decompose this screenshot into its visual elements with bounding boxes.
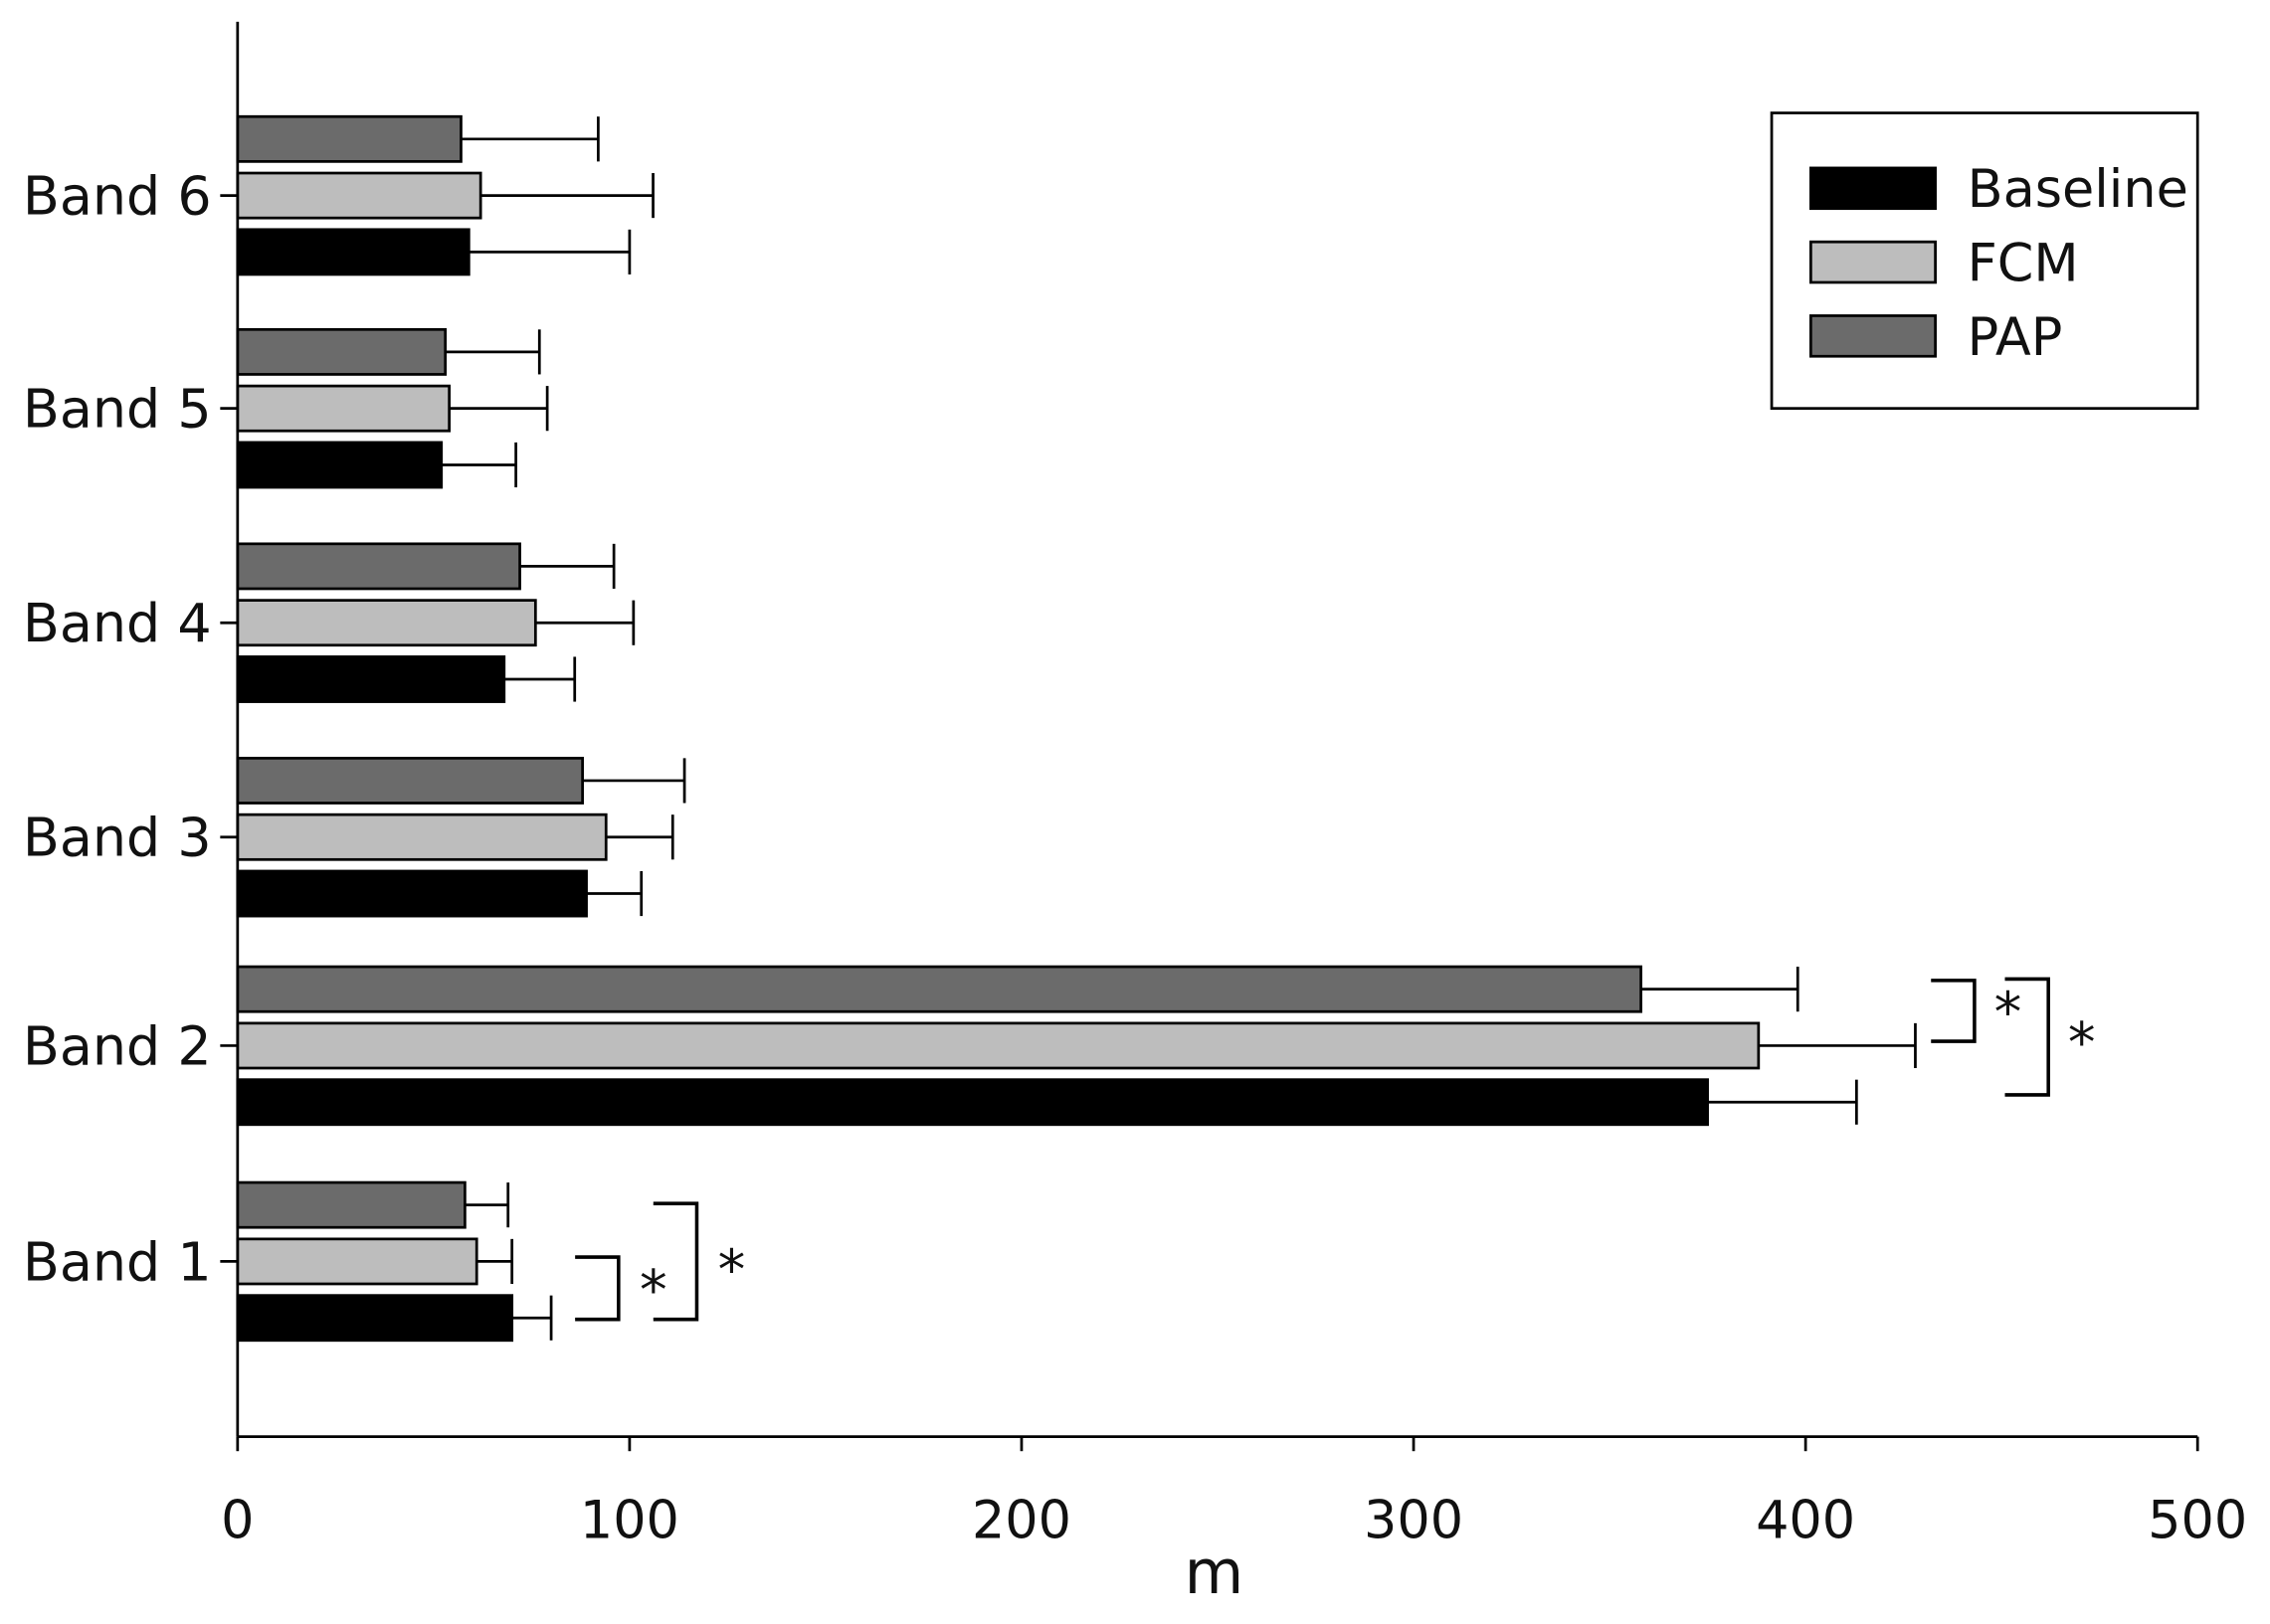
bar-fcm-band-4	[236, 599, 537, 647]
legend-label-pap: PAP	[1968, 307, 2063, 368]
bar-baseline-band-3	[236, 869, 588, 918]
significance-marker: *	[2068, 1011, 2096, 1075]
bar-fcm-band-1	[236, 1237, 478, 1286]
legend-swatch-pap	[1808, 314, 1937, 358]
legend-swatch-fcm	[1808, 240, 1937, 284]
bar-pap-band-4	[236, 542, 521, 591]
bar-baseline-band-2	[236, 1078, 1709, 1127]
bar-pap-band-1	[236, 1180, 467, 1229]
y-tick-label: Band 2	[23, 1014, 212, 1077]
y-tick-label: Band 6	[23, 165, 212, 228]
x-tick-label: 100	[580, 1491, 679, 1551]
y-tick-label: Band 1	[23, 1230, 212, 1293]
x-tick-label: 300	[1364, 1491, 1463, 1551]
x-axis-label: m	[1185, 1537, 1244, 1608]
y-tick-label: Band 5	[23, 378, 212, 441]
bar-fcm-band-5	[236, 384, 451, 433]
bar-pap-band-2	[236, 965, 1642, 1013]
significance-marker: *	[718, 1239, 746, 1303]
significance-bracket	[653, 1201, 699, 1322]
bar-baseline-band-6	[236, 228, 471, 276]
y-tick-label: Band 3	[23, 807, 212, 869]
bar-baseline-band-5	[236, 441, 444, 489]
x-tick-label: 200	[972, 1491, 1071, 1551]
y-tick-label: Band 4	[23, 592, 212, 654]
significance-bracket	[2004, 977, 2050, 1097]
legend-label-fcm: FCM	[1968, 234, 2079, 294]
bar-pap-band-3	[236, 757, 584, 805]
bar-baseline-band-1	[236, 1294, 514, 1343]
bar-baseline-band-4	[236, 655, 506, 703]
bar-fcm-band-6	[236, 171, 482, 220]
bar-fcm-band-2	[236, 1021, 1761, 1070]
bar-fcm-band-3	[236, 812, 608, 861]
significance-marker: *	[640, 1259, 667, 1323]
bar-pap-band-6	[236, 114, 463, 163]
x-tick-label: 400	[1756, 1491, 1855, 1551]
x-tick-label: 0	[221, 1491, 254, 1551]
significance-bracket	[1931, 979, 1977, 1043]
significance-marker: *	[1994, 982, 2022, 1045]
bar-pap-band-5	[236, 327, 448, 376]
significance-bracket	[575, 1255, 621, 1322]
legend-label-baseline: Baseline	[1968, 159, 2188, 220]
legend-swatch-baseline	[1808, 166, 1937, 211]
x-tick-label: 500	[2148, 1491, 2247, 1551]
